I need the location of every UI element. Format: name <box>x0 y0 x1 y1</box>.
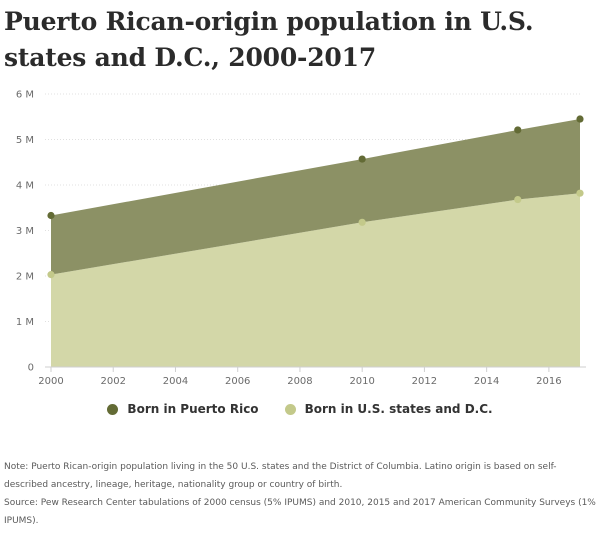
point-born-in-puerto-rico-2000 <box>47 211 55 220</box>
x-tick-label: 2002 <box>101 376 126 387</box>
legend-label-born-in-puerto-rico: Born in Puerto Rico <box>127 402 259 416</box>
point-born-in-us-states-2010 <box>358 218 366 226</box>
area-series <box>51 119 580 367</box>
y-tick-label: 1 M <box>16 317 34 328</box>
legend-item-born-in-us-states: Born in U.S. states and D.C. <box>284 402 493 416</box>
legend-item-born-in-puerto-rico: Born in Puerto Rico <box>107 402 259 416</box>
x-tick-label: 2004 <box>163 376 188 387</box>
y-tick-label: 6 M <box>16 90 34 101</box>
y-tick-label: 2 M <box>16 272 34 283</box>
point-born-in-us-states-2017 <box>576 189 584 197</box>
chart-title: Puerto Rican-origin population in U.S. s… <box>4 7 534 72</box>
legend-swatch-born-in-puerto-rico <box>107 403 119 415</box>
note-text: Note: Puerto Rican-origin population liv… <box>4 462 557 490</box>
chart-notes: Note: Puerto Rican-origin population liv… <box>4 458 596 530</box>
x-tick-label: 2006 <box>225 376 250 387</box>
point-born-in-puerto-rico-2015 <box>514 126 522 134</box>
point-born-in-puerto-rico-2010 <box>358 155 366 163</box>
y-tick-label: 3 M <box>16 226 34 237</box>
point-born-in-puerto-rico-2017 <box>576 115 584 123</box>
legend-swatch-born-in-us-states <box>284 403 296 415</box>
area-born-in-us-states <box>51 193 580 367</box>
area-chart: 0 1 M 2 M 3 M 4 M 5 M 6 M 2000 2002 2004 2006 2008 2… <box>16 90 586 387</box>
y-tick-label: 5 M <box>16 135 34 146</box>
x-tick-label: 2014 <box>474 376 499 387</box>
source-text: Source: Pew Research Center tabulations … <box>4 498 596 526</box>
y-tick-label: 4 M <box>16 181 34 192</box>
x-tick-label: 2010 <box>349 376 374 387</box>
y-tick-label: 0 <box>28 363 34 374</box>
data-points <box>47 115 584 279</box>
point-born-in-us-states-2015 <box>514 195 522 204</box>
x-tick-label: 2016 <box>536 376 561 387</box>
x-tick-label: 2008 <box>287 376 312 387</box>
point-born-in-us-states-2000 <box>47 271 55 279</box>
chart-legend: Born in Puerto Rico Born in U.S. states … <box>0 402 600 416</box>
x-tick-label: 2012 <box>412 376 437 387</box>
axes: 0 1 M 2 M 3 M 4 M 5 M 6 M 2000 2002 2004 2006 2008 2… <box>16 90 586 387</box>
area-born-in-puerto-rico <box>51 119 580 275</box>
legend-label-born-in-us-states: Born in U.S. states and D.C. <box>304 402 493 416</box>
x-tick-label: 2000 <box>38 376 63 387</box>
